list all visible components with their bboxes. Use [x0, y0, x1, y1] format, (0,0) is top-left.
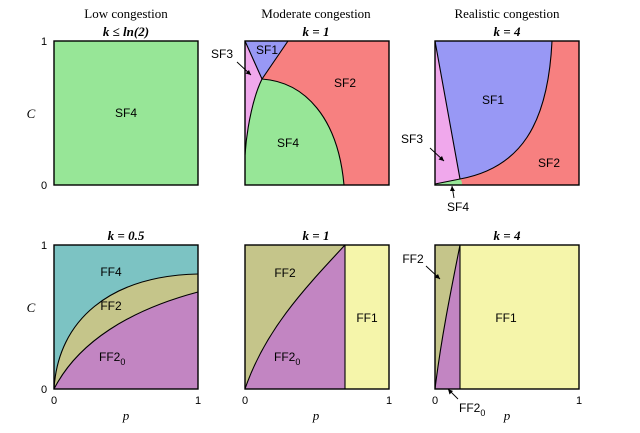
panel-frame	[244, 40, 390, 186]
x-tick-zero-c3: 0	[432, 395, 438, 407]
y-tick-one-row1: 1	[41, 36, 47, 48]
arrow-sf4	[450, 185, 455, 199]
panel-title-r2c2: k = 1	[303, 228, 330, 243]
panel-r1c1: SF4	[53, 40, 199, 186]
ff20-subscript: 0	[120, 357, 125, 367]
panel-r2c1: FF4 FF2 FF20	[53, 244, 199, 390]
x-axis-label-c3: p	[503, 408, 511, 423]
panel-title-r1c3: k = 4	[494, 24, 521, 39]
boundary	[434, 244, 461, 390]
panel-title-r1c2: k = 1	[303, 24, 330, 39]
region-label-ff1: FF1	[495, 311, 517, 325]
x-axis-label-c1: p	[122, 408, 130, 423]
panel-r1c2: SF1 SF2 SF3 SF4	[211, 40, 390, 186]
region-label-ff20: FF20	[274, 350, 300, 367]
panel-frame	[53, 244, 199, 390]
boundary	[244, 244, 346, 390]
region-sf1-r1c2	[245, 41, 288, 79]
y-axis-label-row1: C	[27, 106, 36, 121]
region-label-sf4: SF4	[447, 200, 469, 214]
region-label-sf1: SF1	[482, 93, 504, 107]
region-label-ff4: FF4	[100, 265, 122, 279]
x-tick-one-c2: 1	[386, 395, 392, 407]
region-label-sf3: SF3	[211, 47, 233, 61]
ff20-subscript: 0	[480, 408, 485, 418]
x-tick-one-c3: 1	[576, 395, 582, 407]
region-label-sf2: SF2	[334, 76, 356, 90]
ff20-base: FF2	[99, 350, 121, 364]
region-label-ff2: FF2	[100, 299, 122, 313]
ff20-base: FF2	[274, 350, 296, 364]
x-tick-zero-c1: 0	[51, 395, 57, 407]
panel-frame	[434, 40, 580, 186]
region-label-sf2: SF2	[538, 156, 560, 170]
region-label-ff2: FF2	[274, 266, 296, 280]
panel-title-r1c1: k ≤ ln(2)	[103, 24, 149, 39]
boundary	[434, 40, 553, 185]
region-label-sf3: SF3	[401, 132, 423, 146]
arrow-sf3	[236, 61, 252, 76]
region-label-sf1: SF1	[256, 43, 278, 57]
region-ff20-r2c2	[245, 245, 345, 389]
region-ff20-r2c1	[54, 292, 198, 389]
x-tick-one-c1: 1	[195, 395, 201, 407]
boundary	[244, 40, 345, 186]
region-label-sf4: SF4	[277, 136, 299, 150]
ff20-subscript: 0	[295, 357, 300, 367]
ff20-base: FF2	[459, 401, 481, 415]
column-title-moderate: Moderate congestion	[261, 6, 371, 21]
panel-title-r2c1: k = 0.5	[108, 228, 145, 243]
region-sf4-r1c2	[245, 79, 344, 185]
arrow-ff20	[447, 388, 459, 400]
region-label-ff20: FF20	[459, 401, 485, 418]
panel-r2c3: FF2 FF1 FF20	[402, 244, 580, 418]
panel-frame	[434, 244, 580, 390]
boundary	[53, 273, 199, 390]
region-label-ff1: FF1	[356, 311, 378, 325]
column-title-low: Low congestion	[84, 6, 168, 21]
y-tick-one-row2: 1	[41, 240, 47, 252]
panel-r2c2: FF2 FF1 FF20	[244, 244, 390, 390]
region-ff20-r2c3	[435, 245, 460, 389]
x-axis-label-c2: p	[312, 408, 320, 423]
y-axis-label-row2: C	[27, 300, 36, 315]
region-label-sf4: SF4	[115, 106, 137, 120]
column-title-realistic: Realistic congestion	[454, 6, 560, 21]
region-label-ff20: FF20	[99, 350, 125, 367]
panel-frame	[53, 40, 199, 186]
panel-title-r2c3: k = 4	[494, 228, 521, 243]
y-tick-zero-row1: 0	[41, 180, 47, 192]
x-tick-zero-c2: 0	[242, 395, 248, 407]
arrow-ff2	[425, 265, 441, 280]
panel-r1c3: SF1 SF2 SF3 SF4	[401, 40, 580, 214]
region-sf4-r1c1	[54, 41, 198, 185]
y-tick-zero-row2: 0	[41, 384, 47, 396]
region-ff2-r2c1	[54, 274, 198, 389]
region-sf1-r1c3	[435, 41, 552, 179]
arrow-sf3	[429, 147, 445, 162]
panel-frame	[244, 244, 390, 390]
region-label-ff2: FF2	[402, 252, 424, 266]
